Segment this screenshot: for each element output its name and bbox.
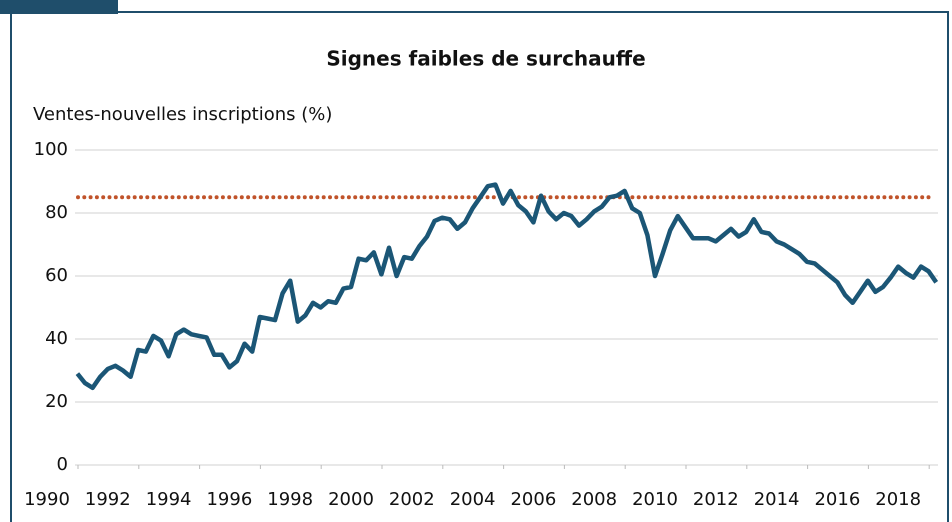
- y-tick-label: 20: [45, 391, 68, 412]
- x-tick-label: 2016: [814, 489, 860, 510]
- y-tick-label: 60: [45, 265, 68, 286]
- x-tick-label: 1990: [24, 489, 70, 510]
- chart-title: Signes faibles de surchauffe: [326, 47, 645, 71]
- x-tick-label: 2010: [632, 489, 678, 510]
- y-tick-label: 40: [45, 328, 68, 349]
- x-tick-label: 2006: [510, 489, 556, 510]
- x-tick-label: 1996: [206, 489, 252, 510]
- y-axis-label: Ventes-nouvelles inscriptions (%): [33, 104, 332, 125]
- x-tick-label: 1994: [146, 489, 192, 510]
- x-tick-label: 2000: [328, 489, 374, 510]
- tab: [0, 0, 118, 14]
- frame: [10, 11, 949, 522]
- y-tick-label: 80: [45, 202, 68, 223]
- y-tick-label: 100: [34, 139, 68, 160]
- x-tick-label: 2008: [571, 489, 617, 510]
- x-tick-label: 2002: [389, 489, 435, 510]
- x-tick-label: 2014: [754, 489, 800, 510]
- x-tick-label: 2004: [450, 489, 496, 510]
- data-line: [75, 182, 939, 391]
- y-tick-label: 0: [57, 454, 68, 475]
- x-tick-label: 2018: [875, 489, 921, 510]
- x-tick-label: 2012: [693, 489, 739, 510]
- x-tick-label: 1998: [267, 489, 313, 510]
- x-tick-label: 1992: [85, 489, 131, 510]
